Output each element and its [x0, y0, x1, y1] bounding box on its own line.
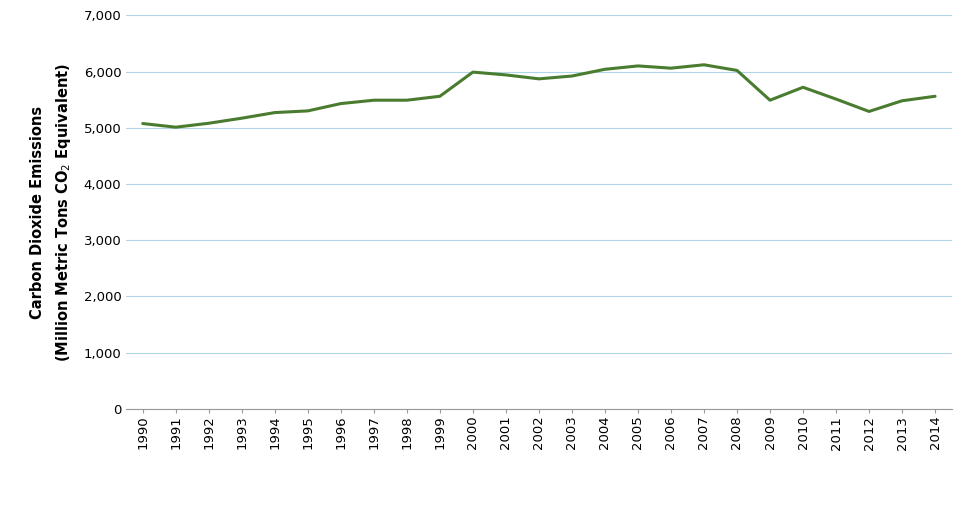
Y-axis label: Carbon Dioxide Emissions
(Million Metric Tons CO$_2$ Equivalent): Carbon Dioxide Emissions (Million Metric…: [30, 63, 73, 361]
